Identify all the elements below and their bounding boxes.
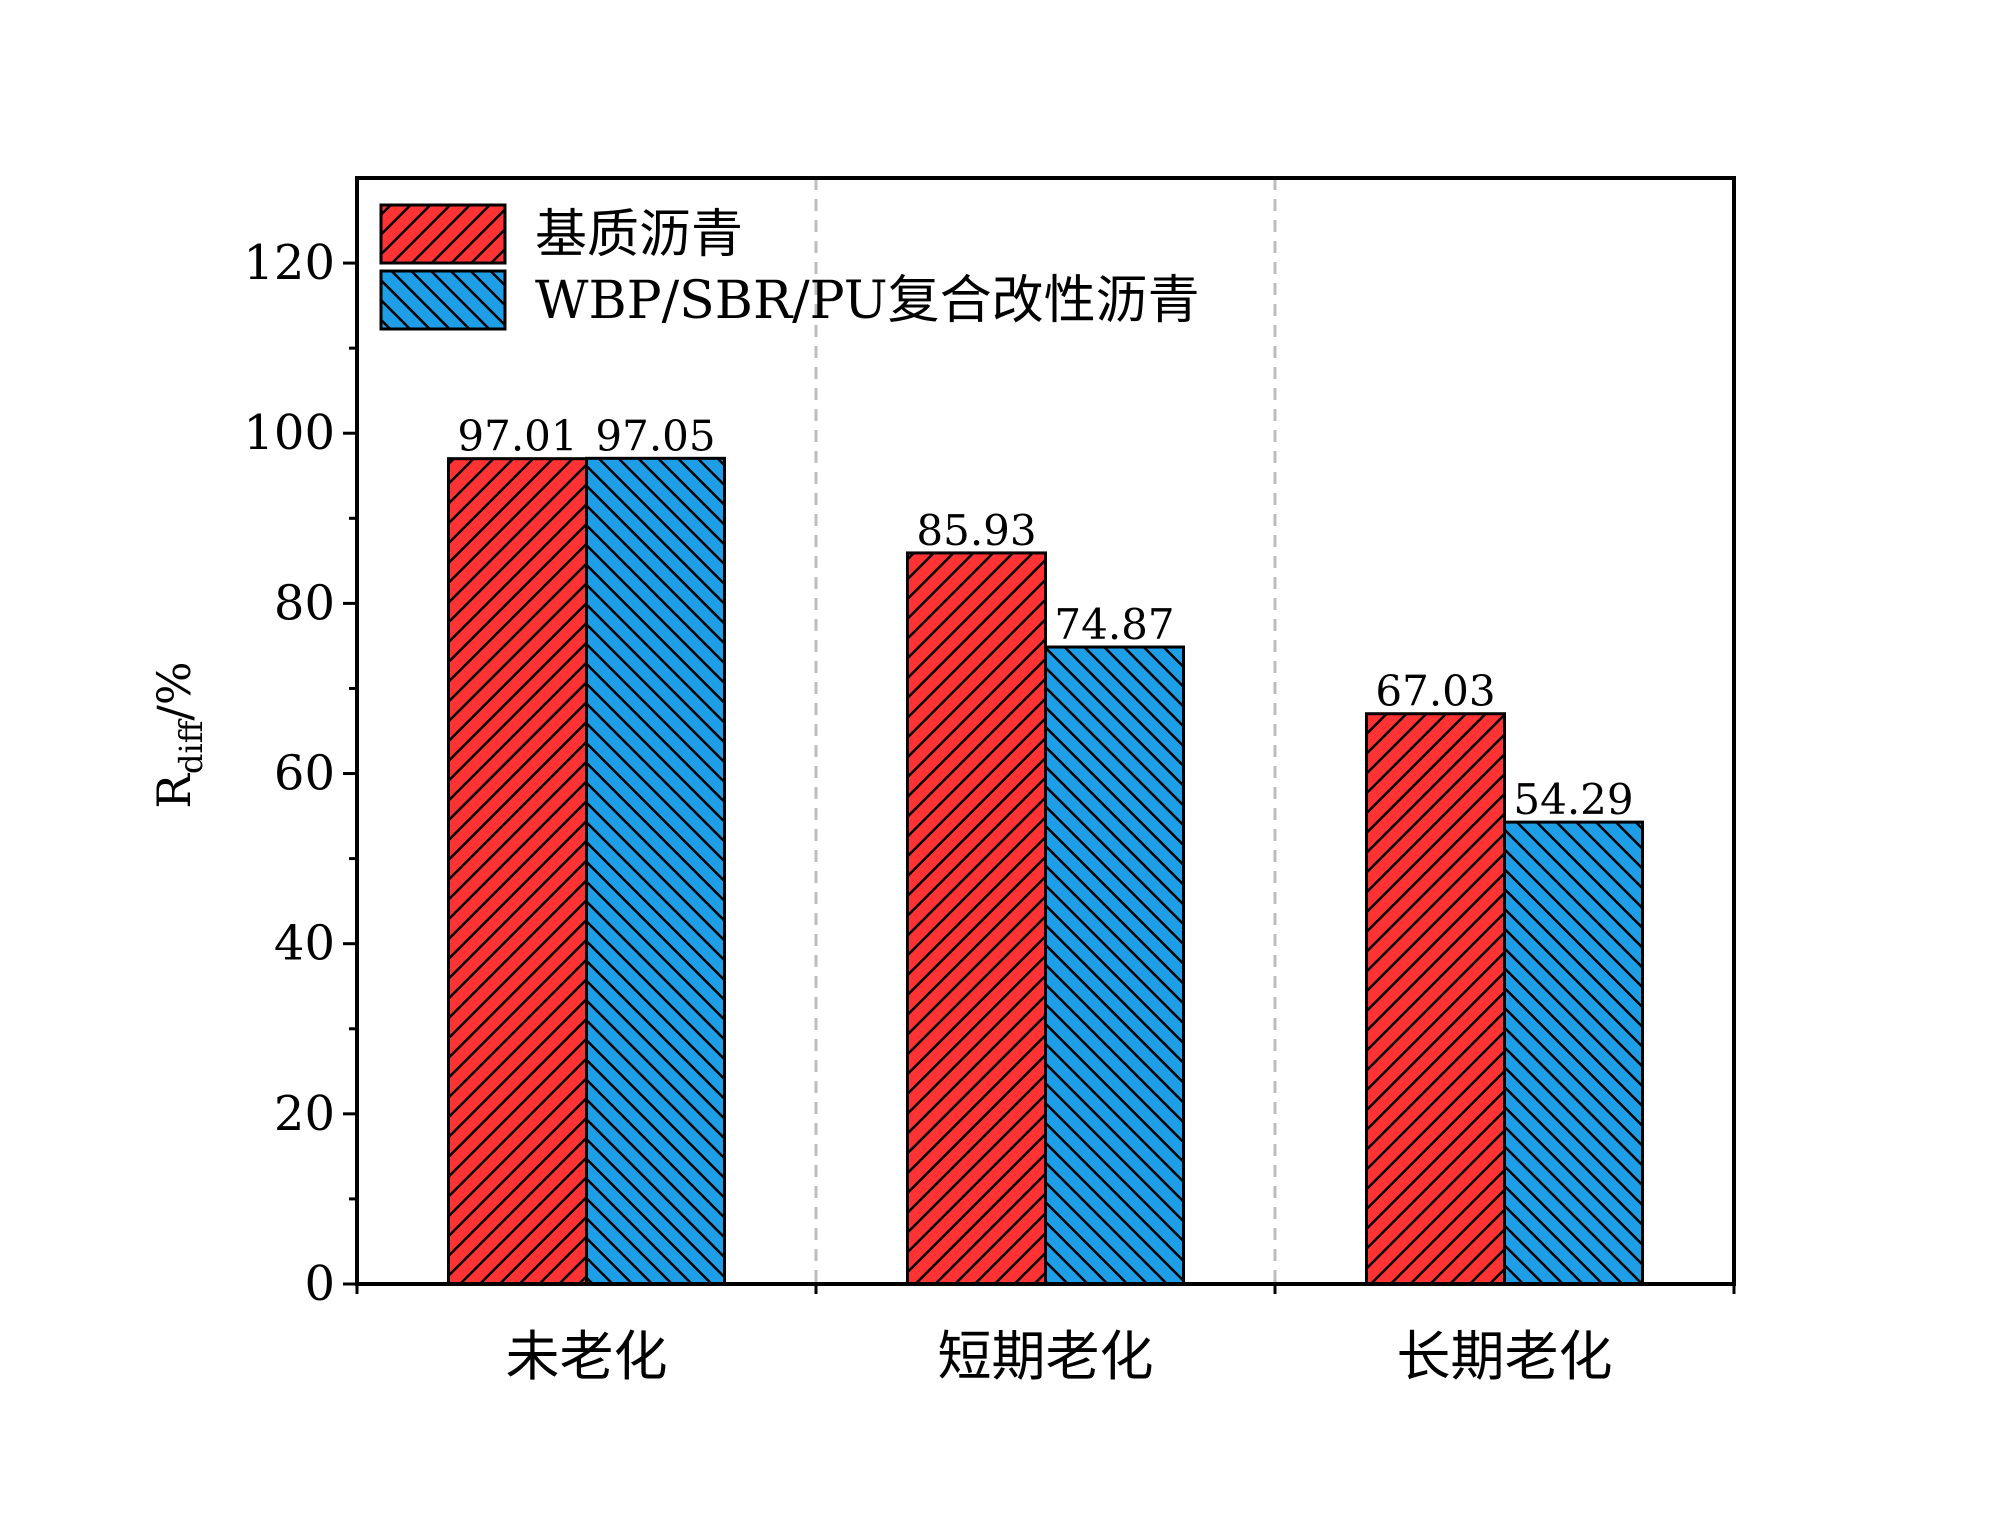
- bar-value-label: 85.93: [916, 506, 1036, 555]
- x-axis: 未老化 短期老化 长期老化: [355, 1284, 1736, 1388]
- bar: [906, 551, 1047, 1286]
- bar-value-label: 74.87: [1054, 600, 1174, 649]
- y-axis-label-main: R: [147, 773, 201, 809]
- y-tick-label: 120: [243, 235, 335, 291]
- legend-label: 基质沥青: [535, 205, 743, 265]
- bar: [447, 457, 588, 1286]
- value-labels: 97.01 97.05 85.93 74.87 67.03 54.29: [457, 411, 1633, 824]
- bar: [585, 456, 726, 1286]
- bar: [1365, 712, 1506, 1286]
- y-axis-label-unit: /%: [147, 661, 201, 720]
- y-tick-label: 20: [274, 1086, 335, 1142]
- y-tick-label: 60: [274, 746, 335, 802]
- y-axis-label: Rdiff/%: [147, 661, 210, 808]
- bar: [1044, 645, 1185, 1286]
- bar-value-label: 54.29: [1513, 775, 1633, 824]
- y-tick-label: 40: [274, 916, 335, 972]
- bar-value-label: 67.03: [1375, 667, 1495, 716]
- legend-swatch: [379, 269, 507, 331]
- y-axis: 0 20 40 60 80 100 120: [243, 235, 357, 1312]
- x-category-label: 未老化: [506, 1325, 668, 1388]
- y-tick-label: 0: [304, 1256, 335, 1312]
- legend-swatch: [379, 203, 507, 265]
- bar: [1503, 820, 1644, 1286]
- x-category-label: 短期老化: [938, 1325, 1154, 1388]
- x-category-label: 长期老化: [1397, 1325, 1613, 1388]
- category-separators: [814, 178, 1277, 1284]
- bars: [447, 456, 1644, 1286]
- y-axis-label-subscript: diff: [172, 718, 210, 774]
- bar-value-label: 97.01: [457, 412, 577, 461]
- bar-value-label: 97.05: [595, 411, 715, 460]
- legend-label: WBP/SBR/PU复合改性沥青: [535, 271, 1200, 331]
- y-tick-label: 100: [243, 405, 335, 461]
- plot-frame: [355, 176, 1736, 1286]
- y-tick-label: 80: [274, 575, 335, 631]
